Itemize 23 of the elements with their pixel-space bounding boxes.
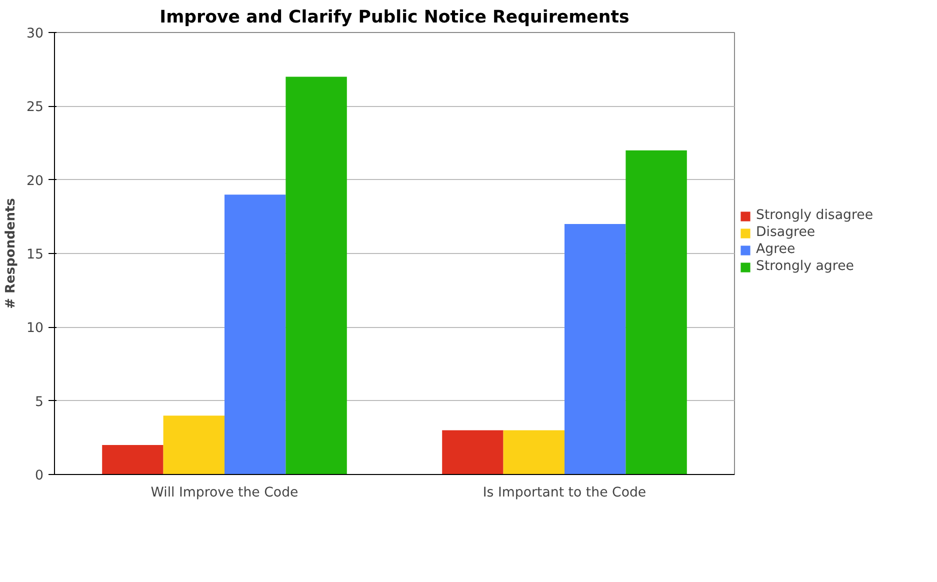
bar [163,416,224,474]
y-tick-label: 20 [26,174,44,189]
x-tick-label: Is Important to the Code [482,486,646,500]
bar [442,430,504,474]
chart-title: Improve and Clarify Public Notice Requirements [160,8,630,28]
legend-label: Strongly disagree [756,208,874,223]
legend-label: Strongly agree [756,259,854,274]
y-tick-label: 0 [35,468,44,484]
bar [224,194,286,474]
y-tick-label: 5 [35,394,44,410]
y-tick-label: 10 [26,321,44,336]
y-tick-label: 25 [26,100,44,116]
x-tick-label: Will Improve the Code [150,486,298,500]
y-tick-label: 30 [26,26,44,42]
y-tick-label: 15 [26,248,44,262]
bar [626,150,687,474]
bar [286,76,347,474]
legend-label: Disagree [756,225,816,240]
bar [564,224,626,474]
y-axis-title: # Respondents [4,198,19,309]
bar [503,430,564,474]
bar [102,445,164,474]
legend-label: Agree [756,242,796,257]
